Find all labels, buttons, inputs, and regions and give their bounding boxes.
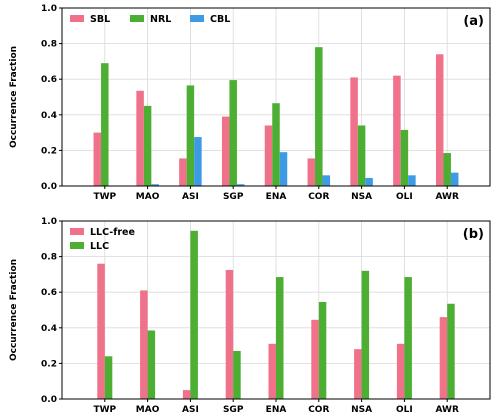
bar-cbl-awr [450,172,459,186]
legend-label-nrl: NRL [150,14,171,25]
bar-sbl-awr [435,54,444,186]
bar-nrl-nsa [357,125,366,186]
y-tick-label: 0.2 [41,146,57,156]
bar-nrl-sgp [229,80,237,186]
bar-nrl-ena [272,103,280,186]
legend-swatch-llc-free [70,228,84,235]
panel-label: (b) [463,227,484,242]
bar-llc-awr [447,303,455,399]
x-tick-label: MAO [136,405,160,415]
x-tick-label: ASI [182,192,199,202]
legend-swatch-sbl [70,15,84,22]
x-tick-label: OLI [396,405,413,415]
x-tick-label: COR [308,405,329,415]
bar-llc-oli [404,277,412,399]
y-tick-label: 0.4 [41,111,57,121]
bar-sbl-ena [264,125,273,186]
y-axis-label: Occurrence Fraction [9,46,19,148]
x-tick-label: NSA [351,192,372,202]
x-tick-label: SGP [223,192,244,202]
y-tick-label: 0.4 [41,324,57,334]
bar-nrl-asi [186,85,195,186]
bar-sbl-twp [93,132,102,186]
y-tick-label: 0.8 [41,253,57,263]
bar-cbl-asi [194,137,202,186]
bar-cbl-ena [279,152,288,186]
y-axis-label: Occurrence Fraction [9,259,19,361]
x-tick-label: SGP [223,405,244,415]
bar-llc-free-cor [311,319,319,399]
bar-sbl-nsa [350,77,358,186]
bar-llc-ena [276,277,284,399]
x-tick-label: ENA [266,192,287,202]
x-tick-label: ASI [182,405,199,415]
x-tick-label: AWR [435,192,458,202]
bar-llc-free-ena [268,343,276,399]
bar-llc-free-twp [97,263,105,399]
legend-swatch-llc [70,242,84,249]
x-tick-label: AWR [435,405,458,415]
y-tick-label: 1.0 [41,4,57,14]
bar-cbl-oli [408,175,416,186]
panel-b-chart: 0.0 0.2 0.4 0.6 0.8 1.0 TWP MAO ASI SGP ENA COR NSA O… [9,217,491,415]
legend-label-llc: LLC [90,241,109,252]
bar-sbl-asi [179,158,187,186]
bar-llc-asi [190,230,198,399]
x-tick-label: COR [308,192,329,202]
bar-sbl-mao [136,90,144,186]
panel-a-chart: 0.0 0.2 0.4 0.6 0.8 1.0 TWP MAO ASI SGP ENA COR NSA O… [9,4,491,202]
legend-swatch-cbl [190,15,204,22]
legend-label-llc-free: LLC-free [90,227,135,238]
y-tick-label: 0.0 [41,182,57,192]
y-tick-label: 1.0 [41,217,57,227]
bar-nrl-cor [315,47,323,186]
bar-llc-sgp [233,350,241,399]
bar-cbl-nsa [365,177,373,186]
y-tick-label: 0.6 [41,288,57,298]
bar-llc-free-oli [396,343,405,399]
x-tick-label: OLI [396,192,413,202]
legend-label-cbl: CBL [210,14,230,25]
bar-llc-cor [318,301,327,399]
y-tick-label: 0.6 [41,75,57,85]
bar-nrl-mao [143,105,152,186]
y-tick-label: 0.2 [41,359,57,369]
bar-sbl-oli [393,75,401,186]
bar-cbl-mao [151,184,159,186]
bar-nrl-oli [400,129,409,186]
x-tick-label: NSA [351,405,372,415]
x-tick-label: TWP [93,405,116,415]
bar-llc-free-sgp [225,269,234,399]
bar-llc-mao [147,330,156,399]
x-tick-label: ENA [266,405,287,415]
bar-llc-free-asi [182,390,191,399]
bar-llc-nsa [361,270,370,399]
bar-nrl-twp [101,63,109,186]
legend-swatch-nrl [130,15,144,22]
bar-nrl-awr [443,153,451,186]
bar-llc-free-awr [439,317,448,399]
y-tick-label: 0.8 [41,40,57,50]
x-tick-label: TWP [93,192,116,202]
panel-label: (a) [463,14,484,29]
legend-label-sbl: SBL [90,14,110,25]
bar-llc-free-mao [140,290,148,399]
x-tick-label: MAO [136,192,160,202]
bar-cbl-sgp [236,184,245,186]
bar-sbl-cor [307,158,316,186]
y-tick-label: 0.0 [41,395,57,405]
bar-llc-twp [104,356,113,399]
bar-llc-free-nsa [354,349,362,399]
bar-cbl-cor [322,175,331,186]
bar-sbl-sgp [221,116,230,186]
